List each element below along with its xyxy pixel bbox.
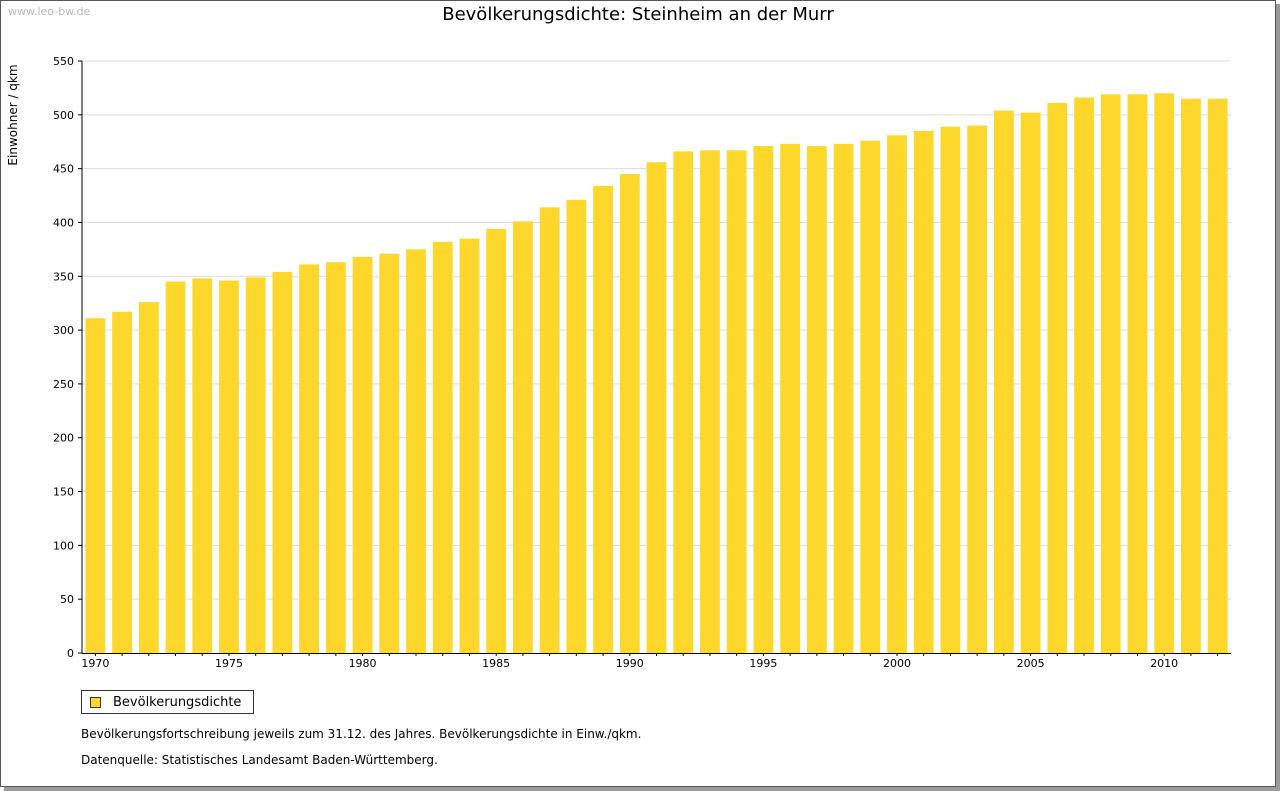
bar-1988 xyxy=(566,199,587,653)
y-tick-label: 200 xyxy=(53,432,74,445)
bar-1989 xyxy=(593,185,613,654)
y-tick-label: 250 xyxy=(53,378,74,391)
y-tick-label: 500 xyxy=(53,109,74,122)
chart-title: Bevölkerungsdichte: Steinheim an der Mur… xyxy=(442,4,834,25)
bar-2005 xyxy=(1020,112,1041,654)
bar-1970 xyxy=(85,318,106,653)
bar-1981 xyxy=(379,253,400,654)
watermark: www.leo-bw.de xyxy=(8,5,91,18)
footnote: Bevölkerungsfortschreibung jeweils zum 3… xyxy=(81,727,642,741)
bar-1972 xyxy=(138,302,159,653)
bar-2003 xyxy=(967,125,988,653)
bar-1973 xyxy=(165,281,186,653)
bar-1993 xyxy=(700,150,720,653)
bar-1996 xyxy=(780,143,800,653)
bar-2001 xyxy=(913,130,934,653)
bar-2006 xyxy=(1047,102,1068,654)
bar-1997 xyxy=(806,146,827,653)
y-tick-label: 550 xyxy=(53,55,74,68)
legend: Bevölkerungsdichte xyxy=(81,690,255,714)
bar-1986 xyxy=(513,221,533,653)
x-tick-label: 2010 xyxy=(1150,657,1178,670)
bar-2008 xyxy=(1100,94,1121,654)
y-tick-label: 400 xyxy=(53,216,74,229)
bar-1998 xyxy=(833,143,854,653)
y-tick-label: 450 xyxy=(53,163,74,176)
bar-2000 xyxy=(887,135,907,653)
x-tick-label: 2005 xyxy=(1017,657,1045,670)
bar-2004 xyxy=(993,110,1014,653)
axes: 0 50 100 150 200 250 300 350 400 450 500 550 1970 197… xyxy=(53,55,1231,670)
x-tick-label: 1980 xyxy=(349,657,377,670)
x-tick-label: 1985 xyxy=(482,657,510,670)
bars xyxy=(85,93,1228,654)
bar-1983 xyxy=(432,241,453,653)
bar-1987 xyxy=(539,207,560,653)
bar-2011 xyxy=(1181,98,1201,654)
bar-1984 xyxy=(459,238,480,653)
bar-1992 xyxy=(673,151,694,653)
bar-1971 xyxy=(112,311,132,653)
y-tick-label: 50 xyxy=(60,593,74,606)
bar-1980 xyxy=(352,256,373,653)
bar-2009 xyxy=(1127,94,1148,654)
y-tick-label: 0 xyxy=(67,647,74,660)
bar-1999 xyxy=(860,140,881,653)
x-tick-label: 1975 xyxy=(215,657,243,670)
legend-swatch xyxy=(90,696,101,708)
bar-1976 xyxy=(245,277,266,653)
bar-1978 xyxy=(299,264,320,653)
y-tick-label: 350 xyxy=(53,270,74,283)
x-tick-label: 1995 xyxy=(749,657,777,670)
bar-2012 xyxy=(1207,98,1228,654)
bar-1975 xyxy=(219,280,239,653)
source-note: Datenquelle: Statistisches Landesamt Bad… xyxy=(81,753,438,767)
bar-1982 xyxy=(406,249,426,654)
x-tick-label: 1990 xyxy=(616,657,644,670)
y-tick-label: 150 xyxy=(53,486,74,499)
y-tick-label: 300 xyxy=(53,324,74,337)
bar-2002 xyxy=(940,126,961,653)
legend-label: Bevölkerungsdichte xyxy=(113,694,242,710)
bar-2007 xyxy=(1074,97,1094,654)
bar-1994 xyxy=(726,150,747,653)
bar-2010 xyxy=(1154,93,1175,654)
bar-1985 xyxy=(486,228,507,653)
x-tick-label: 2000 xyxy=(883,657,911,670)
bar-1977 xyxy=(272,271,293,653)
x-tick-label: 1970 xyxy=(81,657,109,670)
bar-1995 xyxy=(753,146,774,653)
bar-1991 xyxy=(646,162,667,653)
bar-1990 xyxy=(619,174,640,653)
bar-1979 xyxy=(325,262,346,653)
bar-1974 xyxy=(192,278,213,653)
y-tick-label: 100 xyxy=(53,539,74,552)
